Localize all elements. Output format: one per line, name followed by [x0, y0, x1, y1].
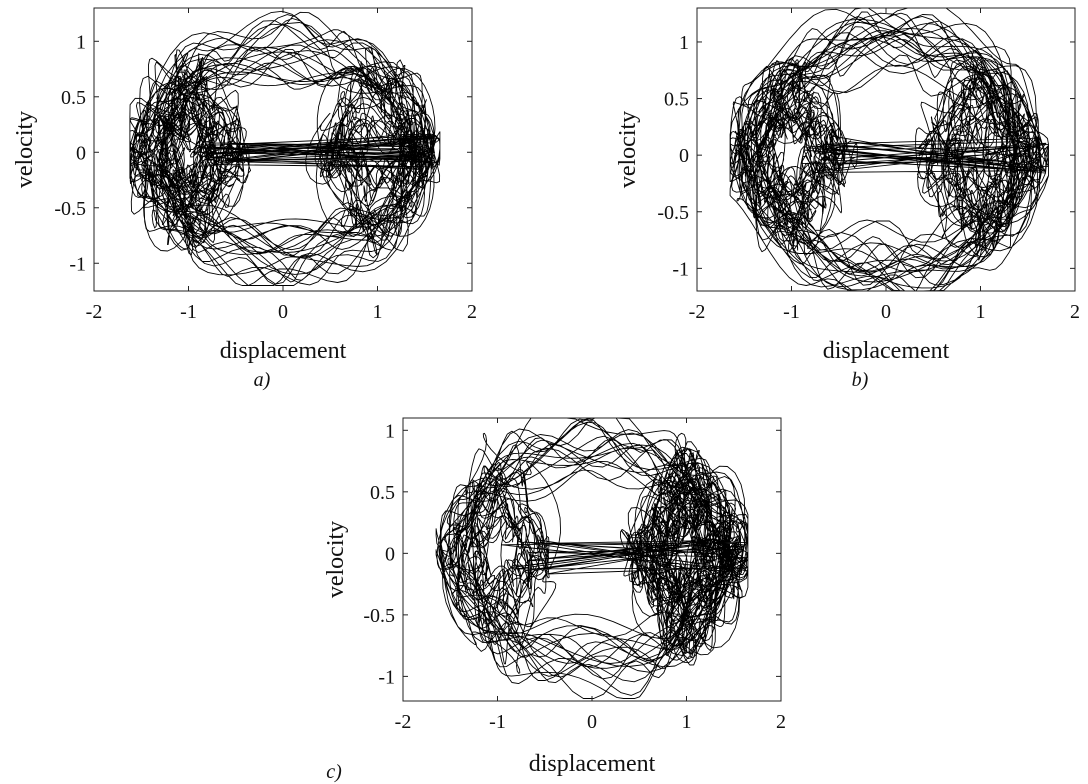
panel-a: -2 -1 0 1 2 -1 -0.5 0 0.5 1 displacement velocity a) [12, 7, 477, 391]
panel-caption: c) [326, 761, 342, 783]
x-tick-label: -2 [86, 301, 103, 323]
x-axis-label: displacement [220, 338, 347, 364]
y-tick-label: 0 [679, 145, 689, 167]
x-tick-label: -2 [689, 301, 706, 323]
y-tick-label: 1 [679, 32, 689, 54]
x-tick-label: 1 [373, 301, 383, 323]
y-tick-label: 0 [76, 142, 86, 164]
x-axis-label: displacement [823, 338, 950, 364]
x-tick-label: 0 [881, 301, 891, 323]
y-axis-label: velocity [323, 521, 349, 598]
y-tick-label: 1 [76, 31, 86, 53]
x-tick-label: 1 [682, 711, 692, 733]
y-tick-label: -1 [378, 666, 395, 688]
panel-caption: a) [254, 369, 271, 391]
x-tick-label: 2 [1070, 301, 1080, 323]
y-tick-label: -0.5 [54, 198, 86, 220]
y-tick-label: 0.5 [370, 482, 395, 504]
y-tick-label: -1 [672, 258, 689, 280]
phase-trajectory-line [129, 10, 441, 286]
x-tick-label: -1 [489, 711, 506, 733]
y-axis-label: velocity [615, 111, 641, 188]
x-tick-label: -1 [180, 301, 197, 323]
x-tick-label: 0 [278, 301, 288, 323]
x-tick-label: 1 [976, 301, 986, 323]
x-axis-label: displacement [529, 751, 656, 777]
x-tick-label: 2 [467, 301, 477, 323]
y-tick-label: 0.5 [664, 89, 689, 111]
y-tick-label: 0.5 [61, 87, 86, 109]
y-tick-label: 0 [385, 543, 395, 565]
panel-caption: b) [852, 369, 869, 391]
y-tick-label: -0.5 [657, 202, 689, 224]
x-tick-label: -2 [395, 711, 412, 733]
y-tick-label: -1 [69, 253, 86, 275]
x-tick-label: 0 [587, 711, 597, 733]
panel-c: -2 -1 0 1 2 -1 -0.5 0 0.5 1 displacement velocity c) [323, 417, 786, 783]
x-tick-label: 2 [776, 711, 786, 733]
y-axis-label: velocity [12, 111, 38, 188]
x-tick-label: -1 [783, 301, 800, 323]
y-tick-label: 1 [385, 420, 395, 442]
y-tick-label: -0.5 [363, 605, 395, 627]
phase-trajectory-line [729, 8, 1049, 291]
phase-trajectory-line [435, 418, 749, 699]
